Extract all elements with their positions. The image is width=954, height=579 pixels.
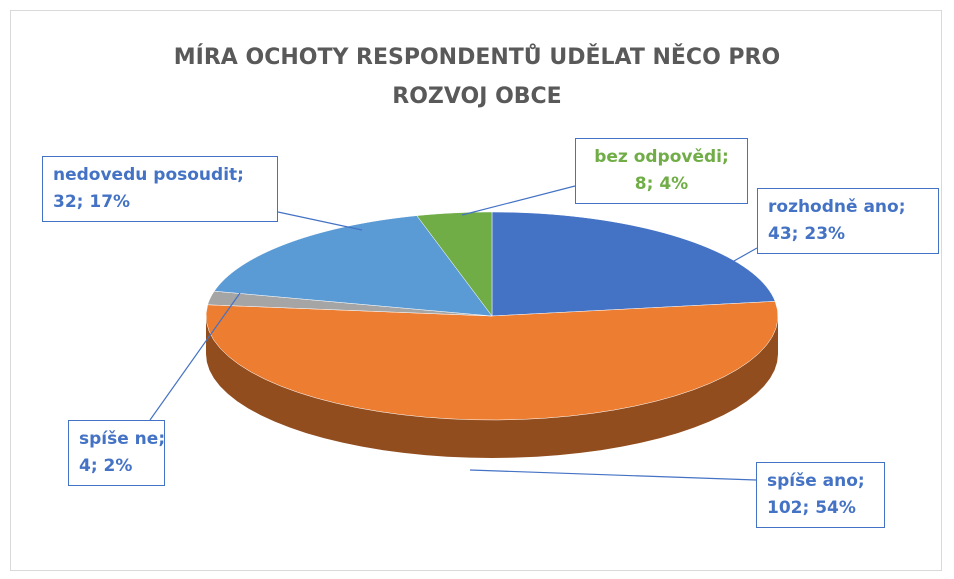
data-label: bez odpovědi; 8; 4% — [575, 138, 748, 204]
data-label: nedovedu posoudit; 32; 17% — [42, 156, 278, 222]
chart-title: MÍRA OCHOTY RESPONDENTŮ UDĚLAT NĚCO PRO … — [173, 45, 781, 109]
data-label-line: spíše ano; — [767, 471, 865, 491]
data-label-line: 102; 54% — [767, 498, 856, 518]
data-label-line: 4; 2% — [79, 456, 133, 476]
data-label: spíše ano; 102; 54% — [756, 462, 885, 528]
leader-line — [717, 247, 758, 271]
data-label-line: 43; 23% — [768, 224, 846, 244]
data-label-line: bez odpovědi; — [594, 147, 729, 167]
data-label: rozhodně ano; 43; 23% — [757, 188, 939, 254]
data-label-line: nedovedu posoudit; — [53, 165, 244, 185]
slice — [491, 211, 776, 317]
slice — [213, 215, 493, 317]
data-label-line: 32; 17% — [53, 192, 131, 212]
data-label-line: rozhodně ano; — [768, 197, 906, 217]
data-label: spíše ne; 4; 2% — [68, 420, 165, 486]
slice — [416, 211, 493, 317]
leader-line — [461, 185, 576, 216]
slice-side — [206, 316, 778, 458]
data-label-line: 8; 4% — [634, 174, 689, 194]
chart-frame — [10, 10, 942, 571]
leader-line — [469, 469, 757, 481]
leader-line — [277, 211, 363, 231]
data-label-line: spíše ne; — [79, 429, 166, 449]
leader-line — [149, 292, 241, 421]
slice — [205, 301, 779, 421]
